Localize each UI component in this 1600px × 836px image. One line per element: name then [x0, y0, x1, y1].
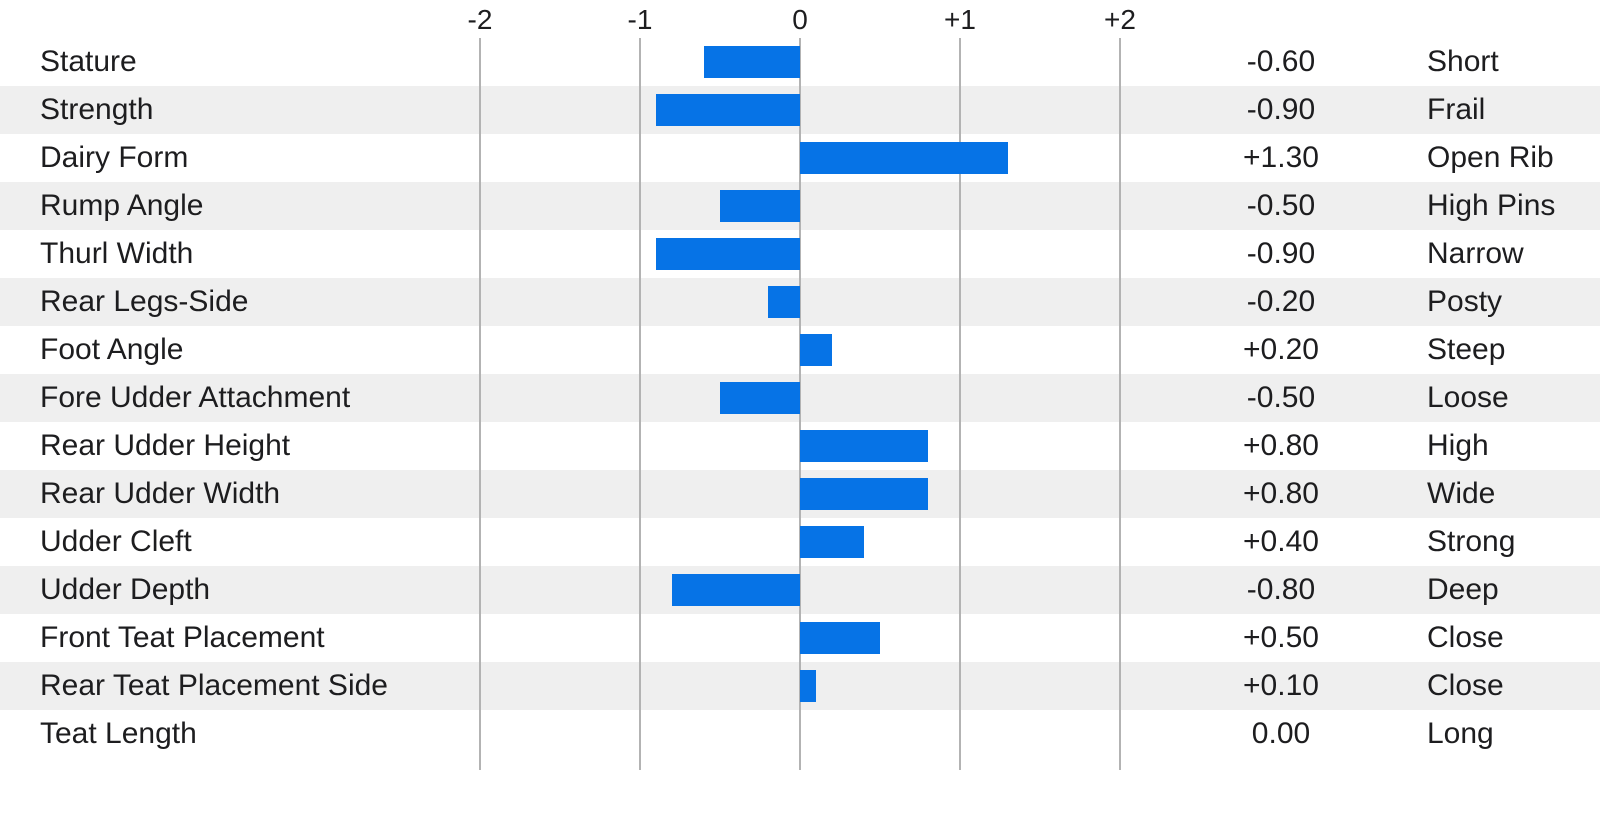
trait-value: +0.40	[1243, 525, 1319, 558]
trait-value: -0.60	[1246, 45, 1316, 78]
trait-value: +0.10	[1243, 669, 1319, 702]
trait-value: -0.50	[1246, 381, 1316, 414]
trait-descriptor: Narrow	[1427, 237, 1524, 270]
trait-descriptor: Close	[1427, 669, 1504, 702]
trait-value: +0.20	[1243, 333, 1319, 366]
trait-bar	[704, 46, 800, 78]
trait-descriptor: Deep	[1427, 573, 1499, 606]
trait-label: Foot Angle	[40, 333, 184, 366]
trait-value: -0.90	[1246, 93, 1316, 126]
trait-label: Rear Teat Placement Side	[40, 669, 388, 702]
trait-bar	[656, 238, 800, 270]
gridline	[479, 38, 481, 770]
trait-descriptor: Wide	[1427, 477, 1496, 510]
trait-value: 0.00	[1251, 717, 1311, 750]
gridline	[799, 38, 801, 770]
trait-value: +0.50	[1243, 621, 1319, 654]
axis-tick-label: +1	[944, 4, 976, 35]
trait-descriptor: High Pins	[1427, 189, 1556, 222]
trait-bar	[800, 478, 928, 510]
trait-label: Udder Cleft	[40, 525, 192, 558]
trait-descriptor: Posty	[1427, 285, 1503, 318]
trait-label: Thurl Width	[40, 237, 194, 270]
trait-bar	[720, 190, 800, 222]
trait-value: +1.30	[1243, 141, 1319, 174]
axis-tick-label: -2	[467, 4, 493, 35]
trait-label: Fore Udder Attachment	[40, 381, 351, 414]
trait-bar	[720, 382, 800, 414]
trait-descriptor: Long	[1427, 717, 1494, 750]
trait-value: -0.90	[1246, 237, 1316, 270]
trait-value: +0.80	[1243, 477, 1319, 510]
trait-label: Rear Legs-Side	[40, 285, 249, 318]
gridline	[959, 38, 961, 770]
trait-descriptor: Short	[1427, 45, 1499, 78]
trait-value: -0.20	[1246, 285, 1316, 318]
trait-label: Udder Depth	[40, 573, 211, 606]
trait-bar	[800, 526, 864, 558]
trait-value: -0.50	[1246, 189, 1316, 222]
trait-label: Rump Angle	[40, 189, 204, 222]
trait-descriptor: Frail	[1427, 93, 1486, 126]
trait-label: Front Teat Placement	[40, 621, 325, 654]
trait-bar	[672, 574, 800, 606]
trait-bar	[656, 94, 800, 126]
trait-bar	[800, 334, 832, 366]
trait-descriptor: Steep	[1427, 333, 1506, 366]
trait-label: Strength	[40, 93, 154, 126]
trait-descriptor: Close	[1427, 621, 1504, 654]
gridline	[1119, 38, 1121, 770]
trait-bar	[800, 670, 816, 702]
trait-value: +0.80	[1243, 429, 1319, 462]
trait-label: Rear Udder Height	[40, 429, 291, 462]
trait-label: Dairy Form	[40, 141, 189, 174]
trait-descriptor: High	[1427, 429, 1489, 462]
trait-label: Rear Udder Width	[40, 477, 281, 510]
axis-tick-label: -1	[627, 4, 653, 35]
trait-bar	[800, 622, 880, 654]
trait-label: Stature	[40, 45, 137, 78]
trait-value: -0.80	[1246, 573, 1316, 606]
trait-descriptor: Open Rib	[1427, 141, 1554, 174]
trait-bar	[800, 430, 928, 462]
trait-bar	[800, 142, 1008, 174]
trait-descriptor: Loose	[1427, 381, 1509, 414]
trait-label: Teat Length	[40, 717, 197, 750]
gridline	[639, 38, 641, 770]
trait-descriptor: Strong	[1427, 525, 1516, 558]
axis-tick-label: 0	[792, 4, 808, 35]
trait-bar	[768, 286, 800, 318]
axis-tick-label: +2	[1104, 4, 1136, 35]
